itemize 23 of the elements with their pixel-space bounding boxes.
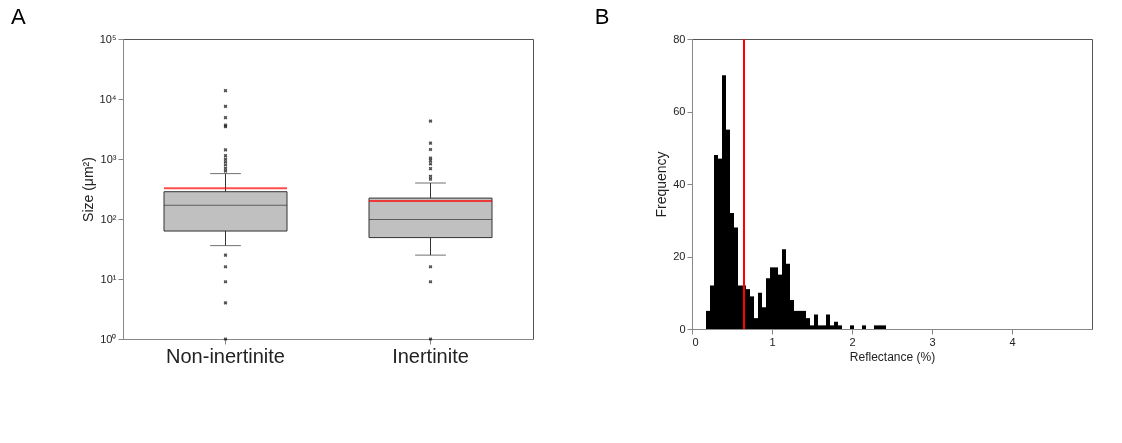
y-tick-label: 40 [673, 177, 686, 190]
x-tick-label: Inertinite [392, 344, 469, 367]
x-tick-label: 3 [929, 335, 936, 348]
y-axis-title: Frequency [653, 151, 670, 218]
y-tick-label: 10⁰ [100, 332, 117, 345]
x-tick-label: 1 [769, 335, 776, 348]
y-tick-label: 60 [673, 105, 686, 117]
y-tick-label: 10⁵ [99, 32, 117, 45]
y-axis-title: Size (μm²) [79, 157, 96, 222]
y-tick-label: 80 [673, 32, 686, 45]
y-tick-label: 10³ [100, 152, 117, 165]
chart-title: B [594, 4, 610, 29]
y-tick-label: 10² [100, 212, 117, 225]
y-tick-label: 20 [673, 250, 686, 262]
y-tick-label: 10¹ [100, 272, 117, 285]
chart-title: A [11, 4, 27, 29]
x-axis-title: Reflectance (%) [849, 349, 936, 364]
x-tick-label: 0 [692, 335, 699, 348]
x-tick-label: 2 [849, 335, 856, 348]
x-tick-label: 4 [1009, 335, 1016, 348]
y-tick-label: 0 [679, 322, 686, 335]
x-tick-label: Non-inertinite [166, 344, 285, 367]
y-tick-label: 10⁴ [99, 92, 117, 105]
